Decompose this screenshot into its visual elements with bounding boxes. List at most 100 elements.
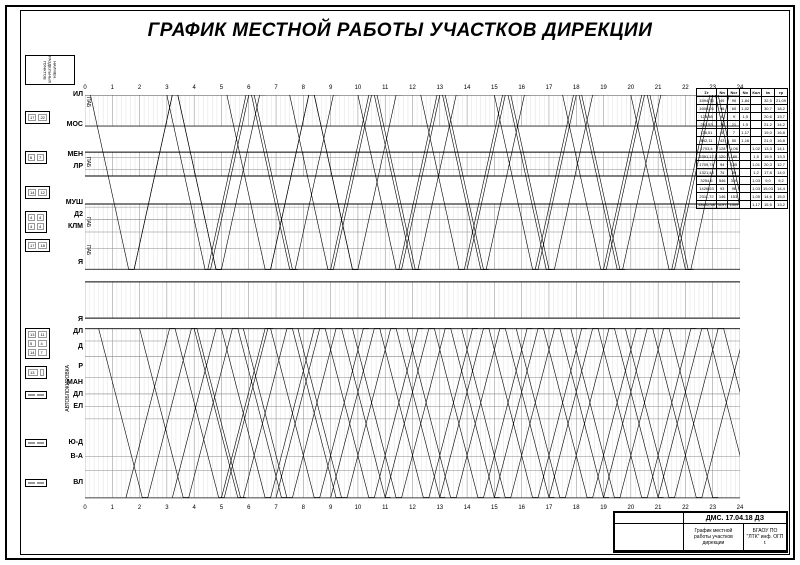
table-cell: 16,8 (774, 137, 787, 145)
station-mini-table: 131154147 (25, 328, 50, 359)
legend-box: НАИМЕН. РАЗДЕЛЬНЫХ ПУНКТОВ (25, 55, 75, 85)
table-cell: 842,11 (697, 137, 717, 145)
table-cell: 16,8 (774, 129, 787, 137)
table-cell: 20,3 (761, 161, 774, 169)
hour-tick: 5 (220, 85, 223, 91)
table-row: 123,58691,520,613,7 (697, 113, 788, 121)
table-header: Nп (716, 89, 728, 97)
table-cell: 20,6 (761, 113, 774, 121)
table-cell: 1,5 (740, 121, 751, 129)
table-cell: 293,53 (697, 121, 717, 129)
table-cell: 12,7 (774, 161, 787, 169)
hour-tick: 8 (302, 85, 305, 91)
station-mini-table: 1412 (25, 186, 50, 199)
hour-tick: 0 (83, 505, 86, 511)
hour-tick: 7 (274, 85, 277, 91)
hour-tick: 15 (491, 85, 498, 91)
table-row: 2311,721461531,0514,615,0 (697, 193, 788, 201)
table-cell (740, 145, 751, 153)
hour-tick: 9 (329, 85, 332, 91)
table-cell: 30,7 (761, 105, 774, 113)
table-row: 3254,65463191,039,09,2 (697, 177, 788, 185)
table-row: 1709,74941351,0120,312,7 (697, 161, 788, 169)
table-cell: 1426,63 (697, 185, 717, 193)
table-cell: 14,0 (774, 169, 787, 177)
table-header: Σт (697, 89, 717, 97)
table-cell (751, 137, 762, 145)
org: БГАОУ ПО "ЛТК" инф. ОГП г. (744, 524, 787, 550)
table-cell: 1,2 (751, 169, 762, 177)
table-cell: 1,5 (740, 113, 751, 121)
hour-tick: 12 (409, 85, 416, 91)
station-label: ЛР (73, 163, 83, 170)
station-label: В-А (71, 453, 83, 460)
autoblock-label: АВТОБЛОКИРОВКА (65, 365, 71, 412)
table-cell: 1409 (728, 201, 740, 209)
page-title: ГРАФИК МЕСТНОЙ РАБОТЫ УЧАСТКОВ ДИРЕКЦИИ (0, 20, 800, 42)
hour-tick: 16 (518, 505, 525, 511)
station-labels: ИЛПАБМОСМЕНПАБЛРМУШД2ПАБКЛМПАБЯЯДЛДРМАНД… (25, 95, 85, 505)
table-cell (740, 169, 751, 177)
table-cell (740, 201, 751, 209)
hour-tick: 17 (546, 505, 553, 511)
table-cell: 1,06 (728, 145, 740, 153)
station-label: Я (78, 259, 83, 266)
table-row: 293,5314211,521,214,2 (697, 121, 788, 129)
table-cell: 14 (716, 121, 728, 129)
table-cell: 49 (716, 97, 728, 105)
table-cell: 3254,6 (697, 177, 717, 185)
table-cell: 96 (728, 185, 740, 193)
table-cell: 1594,75 (697, 97, 717, 105)
table-cell: 2311,72 (697, 193, 717, 201)
table-cell: 15,5 (761, 201, 774, 209)
title-block: ДМС. 17.04.18 ДЗ График местной работы у… (613, 511, 788, 553)
table-cell: 1,03 (751, 185, 762, 193)
table-cell: 1,17 (751, 201, 762, 209)
table-cell: 32,5 (761, 97, 774, 105)
hour-tick: 2 (138, 505, 141, 511)
hour-tick: 14 (464, 505, 471, 511)
hour-tick: 10 (355, 85, 362, 91)
table-cell: 153 (728, 193, 740, 201)
table-cell: 50 (728, 137, 740, 145)
station-label: МУШ (66, 199, 83, 206)
station-label: МЕН (67, 151, 83, 158)
table-cell: 9,2 (774, 177, 787, 185)
table-cell: 14,2 (774, 121, 787, 129)
table-cell: 1197 (716, 201, 728, 209)
table-cell: 9 (728, 113, 740, 121)
hour-tick: 12 (409, 505, 416, 511)
hour-tick: 6 (247, 505, 250, 511)
hour-tick: 7 (274, 505, 277, 511)
table-row: 116,51671,1719,016,8 (697, 129, 788, 137)
table-cell: 21,2 (761, 121, 774, 129)
table-cell (751, 113, 762, 121)
hour-tick: 6 (247, 85, 250, 91)
station-label: ИЛ (73, 91, 83, 98)
table-cell (740, 177, 751, 185)
doc-name: График местной работы участков дирекции (683, 524, 743, 550)
table-cell: 7 (728, 129, 740, 137)
station-label: ВЛ (73, 479, 83, 486)
table-cell: 15,0 (774, 193, 787, 201)
table-cell: 6 (716, 113, 728, 121)
table-cell (751, 129, 762, 137)
table-cell: 546 (716, 177, 728, 185)
station-label: Ю-Д (68, 439, 83, 446)
table-cell: 13,3 (774, 153, 787, 161)
station-label: ДЛ (73, 328, 83, 335)
table-cell: 9,0 (761, 177, 774, 185)
table-cell: 1,02 (740, 105, 751, 113)
table-cell: 18,2 (774, 105, 787, 113)
hour-tick: 21 (655, 85, 662, 91)
hour-tick: 15 (491, 505, 498, 511)
table-row: 842,1143501,1621,016,8 (697, 137, 788, 145)
table-cell: 15,03 (761, 185, 774, 193)
hour-tick: 0 (83, 85, 86, 91)
table-cell: 60 (728, 105, 740, 113)
table-cell: 319 (728, 177, 740, 185)
station-mini-table: 13 (25, 366, 47, 379)
table-header: гр (774, 89, 787, 97)
table-cell: 17,8 (761, 169, 774, 177)
hour-tick: 5 (220, 505, 223, 511)
